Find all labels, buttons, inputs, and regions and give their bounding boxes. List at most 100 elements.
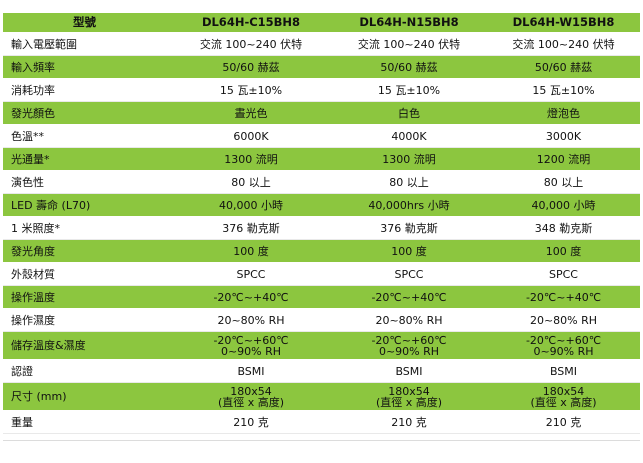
table-row: 尺寸 (mm) 180x54 (直徑 x 高度) 180x54 (直徑 x 高度) 180… — [3, 382, 640, 411]
table-cell: 180x54 (直徑 x 高度) — [487, 382, 640, 411]
cell-line: 40,000 小時 — [219, 198, 283, 212]
cell-line: SPCC — [549, 267, 578, 281]
table-row: LED 壽命 (L70) 40,000 小時 40,000hrs 小時 40,000 … — [3, 193, 640, 217]
cell-line: 6000K — [233, 129, 269, 143]
table-cell: 100 度 — [331, 239, 487, 263]
cell-line: BSMI — [395, 364, 423, 378]
cell-line: 50/60 赫茲 — [380, 60, 438, 74]
cell-line: 40,000hrs 小時 — [368, 198, 450, 212]
spec-table-body: 輸入電壓範圍 交流 100~240 伏特 交流 100~240 伏特 交流 100~2… — [3, 32, 640, 434]
spec-table: 型號 DL64H-C15BH8 DL64H-N15BH8 DL64H-W15BH… — [3, 13, 640, 434]
spec-table-frame: 型號 DL64H-C15BH8 DL64H-N15BH8 DL64H-W15BH… — [3, 13, 640, 441]
cell-line: 40,000 小時 — [531, 198, 596, 212]
table-cell: 348 勒克斯 — [487, 216, 640, 240]
cell-line: 1300 流明 — [382, 152, 436, 166]
cell-line: -20℃~+40℃ — [213, 290, 289, 304]
cell-line: (直徑 x 高度) — [530, 395, 597, 409]
cell-line: 180x54 — [388, 384, 430, 398]
table-cell: 210 克 — [487, 410, 640, 434]
table-cell: 20~80% RH — [331, 308, 487, 332]
row-label: LED 壽命 (L70) — [3, 193, 171, 217]
table-cell: 20~80% RH — [171, 308, 331, 332]
cell-line: 210 克 — [391, 415, 427, 429]
table-cell: 白色 — [331, 101, 487, 125]
cell-line: -20℃~+60℃ — [525, 333, 602, 347]
cell-line: -20℃~+60℃ — [213, 333, 289, 347]
table-cell: 20~80% RH — [487, 308, 640, 332]
cell-line: 100 度 — [233, 244, 269, 258]
cell-line: -20℃~+40℃ — [525, 290, 602, 304]
table-row: 儲存溫度&濕度 -20℃~+60℃ 0~90% RH -20℃~+60℃ 0~90% R… — [3, 331, 640, 360]
row-label: 輸入頻率 — [3, 55, 171, 79]
cell-line: BSMI — [549, 364, 578, 378]
table-cell: -20℃~+40℃ — [171, 285, 331, 309]
cell-line: -20℃~+60℃ — [371, 333, 447, 347]
table-cell: 376 勒克斯 — [331, 216, 487, 240]
cell-line: 348 勒克斯 — [534, 221, 593, 235]
table-cell: 交流 100~240 伏特 — [487, 32, 640, 56]
cell-line: 80 以上 — [543, 175, 584, 189]
cell-line: 0~90% RH — [533, 344, 594, 358]
row-label: 1 米照度* — [3, 216, 171, 240]
table-cell: 80 以上 — [171, 170, 331, 194]
table-row: 操作溫度 -20℃~+40℃ -20℃~+40℃ -20℃~+40℃ — [3, 285, 640, 309]
table-cell: 100 度 — [171, 239, 331, 263]
header-model-n15bh8: DL64H-N15BH8 — [331, 13, 487, 33]
cell-line: 交流 100~240 伏特 — [357, 37, 461, 51]
table-cell: 3000K — [487, 124, 640, 148]
row-label: 操作溫度 — [3, 285, 171, 309]
table-row: 認證 BSMI BSMI BSMI — [3, 359, 640, 383]
row-label: 外殼材質 — [3, 262, 171, 286]
cell-line: 180x54 — [230, 384, 272, 398]
table-row: 輸入電壓範圍 交流 100~240 伏特 交流 100~240 伏特 交流 100~2… — [3, 32, 640, 56]
cell-line: 180x54 — [542, 384, 585, 398]
header-model-label: 型號 — [3, 13, 171, 33]
cell-line: 15 瓦±10% — [377, 83, 441, 97]
table-row: 重量 210 克 210 克 210 克 — [3, 410, 640, 434]
table-cell: 80 以上 — [331, 170, 487, 194]
cell-line: 20~80% RH — [375, 313, 443, 327]
table-cell: 交流 100~240 伏特 — [331, 32, 487, 56]
table-cell: 40,000 小時 — [487, 193, 640, 217]
cell-line: (直徑 x 高度) — [375, 395, 443, 409]
header-model-w15bh8: DL64H-W15BH8 — [487, 13, 640, 33]
row-label: 操作濕度 — [3, 308, 171, 332]
table-cell: 210 克 — [171, 410, 331, 434]
row-label: 輸入電壓範圍 — [3, 32, 171, 56]
table-row: 消耗功率 15 瓦±10% 15 瓦±10% 15 瓦±10% — [3, 78, 640, 102]
cell-line: 50/60 赫茲 — [534, 60, 593, 74]
cell-line: 晝光色 — [234, 106, 268, 120]
cell-line: 3000K — [545, 129, 582, 143]
table-cell: SPCC — [331, 262, 487, 286]
table-row: 1 米照度* 376 勒克斯 376 勒克斯 348 勒克斯 — [3, 216, 640, 240]
table-cell: 50/60 赫茲 — [487, 55, 640, 79]
table-cell: 15 瓦±10% — [331, 78, 487, 102]
table-cell: 100 度 — [487, 239, 640, 263]
spec-table-header: 型號 DL64H-C15BH8 DL64H-N15BH8 DL64H-W15BH… — [3, 13, 640, 33]
cell-line: 15 瓦±10% — [532, 83, 595, 97]
cell-line: 210 克 — [233, 415, 269, 429]
table-cell: 交流 100~240 伏特 — [171, 32, 331, 56]
cell-line: 白色 — [398, 106, 420, 120]
table-cell: BSMI — [171, 359, 331, 383]
table-row: 演色性 80 以上 80 以上 80 以上 — [3, 170, 640, 194]
cell-line: 210 克 — [545, 415, 582, 429]
cell-line: 376 勒克斯 — [380, 221, 438, 235]
table-cell: 晝光色 — [171, 101, 331, 125]
cell-line: 0~90% RH — [378, 344, 440, 358]
table-cell: SPCC — [171, 262, 331, 286]
header-model-c15bh8: DL64H-C15BH8 — [171, 13, 331, 33]
cell-line: -20℃~+40℃ — [371, 290, 447, 304]
cell-line: 80 以上 — [231, 175, 271, 189]
table-cell: 40,000 小時 — [171, 193, 331, 217]
table-row: 發光角度 100 度 100 度 100 度 — [3, 239, 640, 263]
table-cell: 50/60 赫茲 — [171, 55, 331, 79]
cell-line: 100 度 — [545, 244, 582, 258]
table-cell: 1200 流明 — [487, 147, 640, 171]
cell-line: 0~90% RH — [220, 344, 282, 358]
table-cell: -20℃~+40℃ — [331, 285, 487, 309]
table-row: 操作濕度 20~80% RH 20~80% RH 20~80% RH — [3, 308, 640, 332]
table-row: 發光顏色 晝光色 白色 燈泡色 — [3, 101, 640, 125]
row-label: 色溫** — [3, 124, 171, 148]
row-label: 尺寸 (mm) — [3, 382, 171, 411]
